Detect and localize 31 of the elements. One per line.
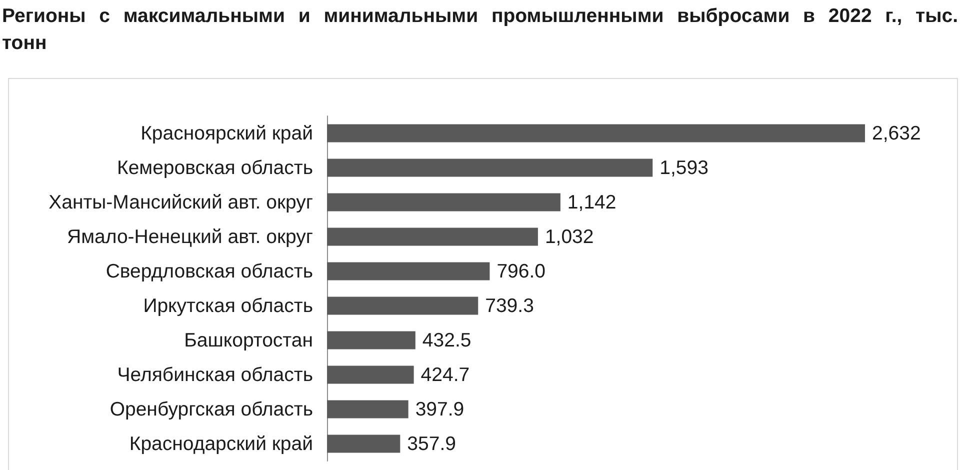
y-tick-label: Ямало-Ненецкий авт. округ <box>67 226 313 248</box>
data-label: 2,632 <box>872 122 921 144</box>
y-tick-label: Красноярский край <box>140 122 313 144</box>
data-label: 739.3 <box>485 294 534 317</box>
bar <box>327 366 414 384</box>
bar <box>327 331 416 350</box>
bar <box>327 434 400 453</box>
bar <box>327 124 865 142</box>
data-label: 397.9 <box>415 398 464 420</box>
y-tick-label: Иркутская область <box>143 294 313 317</box>
bar <box>327 262 490 280</box>
data-label: 1,142 <box>567 191 616 214</box>
y-tick-label: Ханты-Мансийский авт. округ <box>48 191 313 214</box>
bar <box>327 158 653 177</box>
data-label: 796.0 <box>496 260 546 282</box>
y-tick-label: Свердловская область <box>106 260 313 282</box>
bar <box>327 228 538 246</box>
chart-title: Регионы с максимальными и минимальными промышленными выбросами в 2022 г., тыс. тонн <box>2 4 958 56</box>
data-label: 357.9 <box>407 432 456 455</box>
bar <box>327 296 478 315</box>
y-tick-label: Оренбургская область <box>110 398 313 420</box>
data-label: 1,593 <box>660 156 708 179</box>
y-tick-label: Челябинская область <box>117 364 313 386</box>
y-tick-label: Башкортостан <box>184 329 313 352</box>
y-tick-label: Краснодарский край <box>129 432 313 455</box>
data-label: 424.7 <box>420 364 470 386</box>
data-label: 1,032 <box>544 226 594 248</box>
data-label: 432.5 <box>422 329 472 352</box>
bar <box>327 400 408 418</box>
y-tick-label: Кемеровская область <box>116 156 313 179</box>
bar <box>327 193 560 212</box>
